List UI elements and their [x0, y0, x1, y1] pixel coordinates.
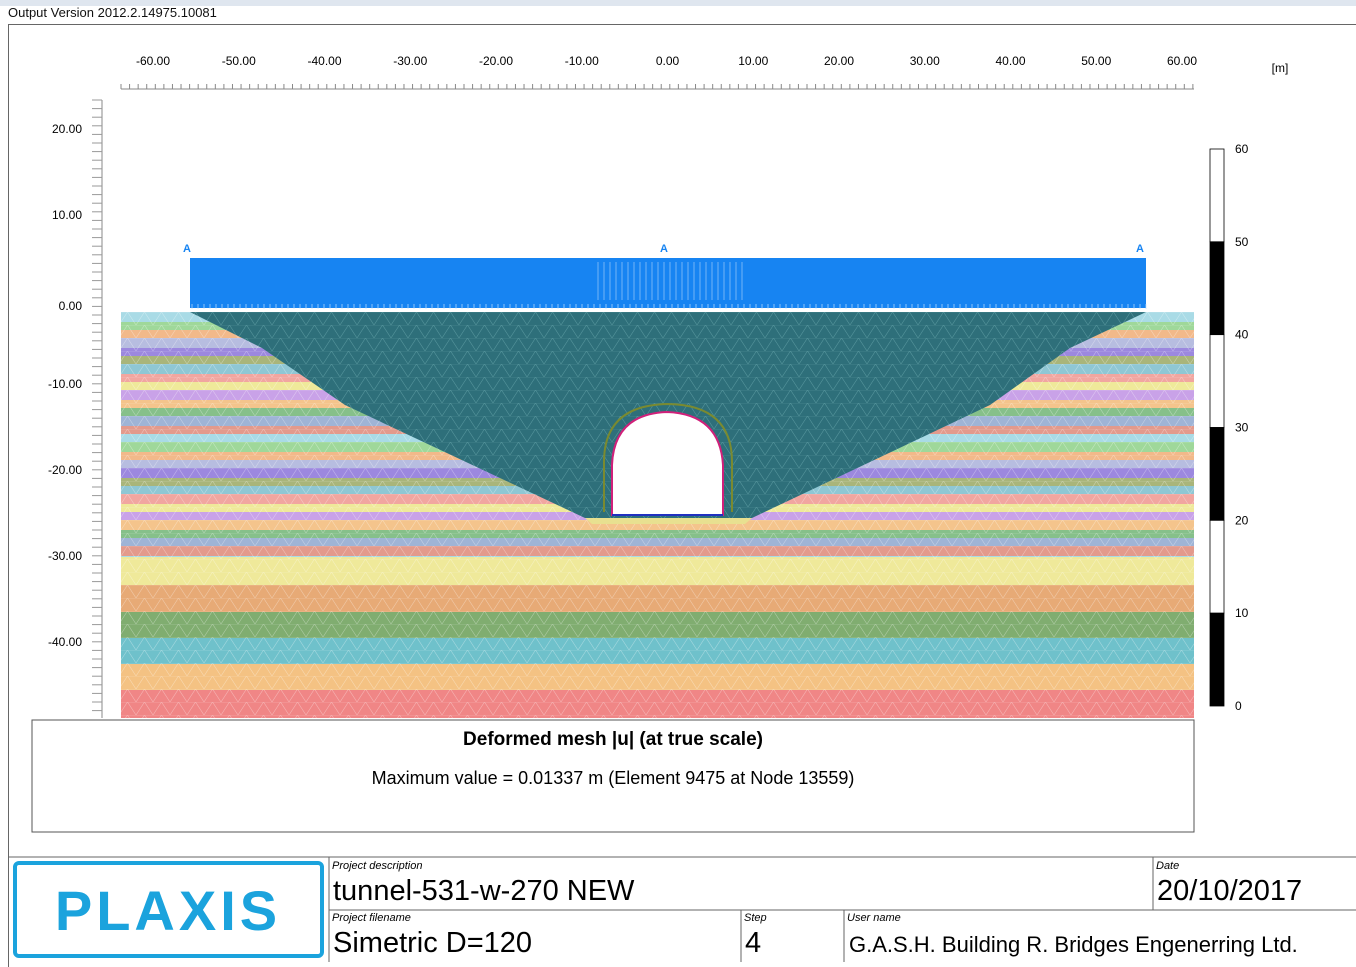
x-tick-label: 50.00 — [1081, 54, 1111, 68]
legend-label: 20 — [1235, 513, 1249, 527]
field-label: Project description — [332, 860, 423, 872]
legend-label: 10 — [1235, 606, 1249, 620]
y-tick-label: 0.00 — [59, 299, 83, 313]
legend-label: 0 — [1235, 699, 1242, 713]
legend-label: 50 — [1235, 235, 1249, 249]
legend-segment — [1210, 428, 1224, 521]
field-label: Date — [1156, 860, 1179, 872]
legend-segment — [1210, 335, 1224, 428]
x-tick-label: -50.00 — [222, 54, 256, 68]
legend-label: 30 — [1235, 421, 1249, 435]
legend-label: 40 — [1235, 328, 1249, 342]
x-tick-label: -10.00 — [565, 54, 599, 68]
x-tick-label: 60.00 — [1167, 54, 1197, 68]
user-name: G.A.S.H. Building R. Bridges Engenerring… — [849, 932, 1298, 957]
page: {"header":{"version":"Output Version 201… — [0, 0, 1356, 967]
x-tick-label: 20.00 — [824, 54, 854, 68]
field-label: User name — [847, 912, 901, 924]
project-description: tunnel-531-w-270 NEW — [333, 875, 635, 907]
field-label: Step — [744, 912, 767, 924]
x-tick-label: 30.00 — [910, 54, 940, 68]
y-tick-label: -20.00 — [48, 463, 82, 477]
legend-segment — [1210, 242, 1224, 335]
date: 20/10/2017 — [1157, 875, 1302, 907]
y-tick-label: -40.00 — [48, 635, 82, 649]
output-view: A A A -60.00 -50.00 -40.00 -30.00 -20.00 -10.00… — [0, 0, 1356, 967]
x-tick-label: 40.00 — [995, 54, 1025, 68]
caption-max-value: Maximum value = 0.01337 m (Element 9475 … — [372, 768, 855, 788]
legend-segment — [1210, 520, 1224, 613]
x-tick-label: -60.00 — [136, 54, 170, 68]
legend-segment — [1210, 149, 1224, 242]
load-label: A — [660, 243, 668, 255]
color-legend: 60 50 40 30 20 10 0 — [1210, 142, 1249, 713]
legend-segment — [1210, 613, 1224, 706]
logo: PLAXIS — [55, 879, 281, 942]
tunnel-opening — [612, 412, 723, 515]
x-tick-label: -20.00 — [479, 54, 513, 68]
x-tick-label: -40.00 — [307, 54, 341, 68]
caption-title: Deformed mesh |u| (at true scale) — [463, 729, 763, 750]
y-tick-label: -10.00 — [48, 377, 82, 391]
y-tick-label: 10.00 — [52, 208, 82, 222]
legend-label: 60 — [1235, 142, 1249, 156]
step: 4 — [745, 927, 761, 959]
x-tick-label: 10.00 — [738, 54, 768, 68]
distributed-load — [190, 258, 1146, 308]
y-tick-label: 20.00 — [52, 122, 82, 136]
field-label: Project filename — [332, 912, 411, 924]
project-filename: Simetric D=120 — [333, 927, 532, 959]
load-label: A — [1136, 243, 1144, 255]
x-tick-label: -30.00 — [393, 54, 427, 68]
y-tick-label: -30.00 — [48, 549, 82, 563]
unit-label: [m] — [1272, 61, 1289, 75]
load-label: A — [183, 243, 191, 255]
x-tick-label: 0.00 — [656, 54, 680, 68]
tunnel-base — [585, 518, 752, 524]
